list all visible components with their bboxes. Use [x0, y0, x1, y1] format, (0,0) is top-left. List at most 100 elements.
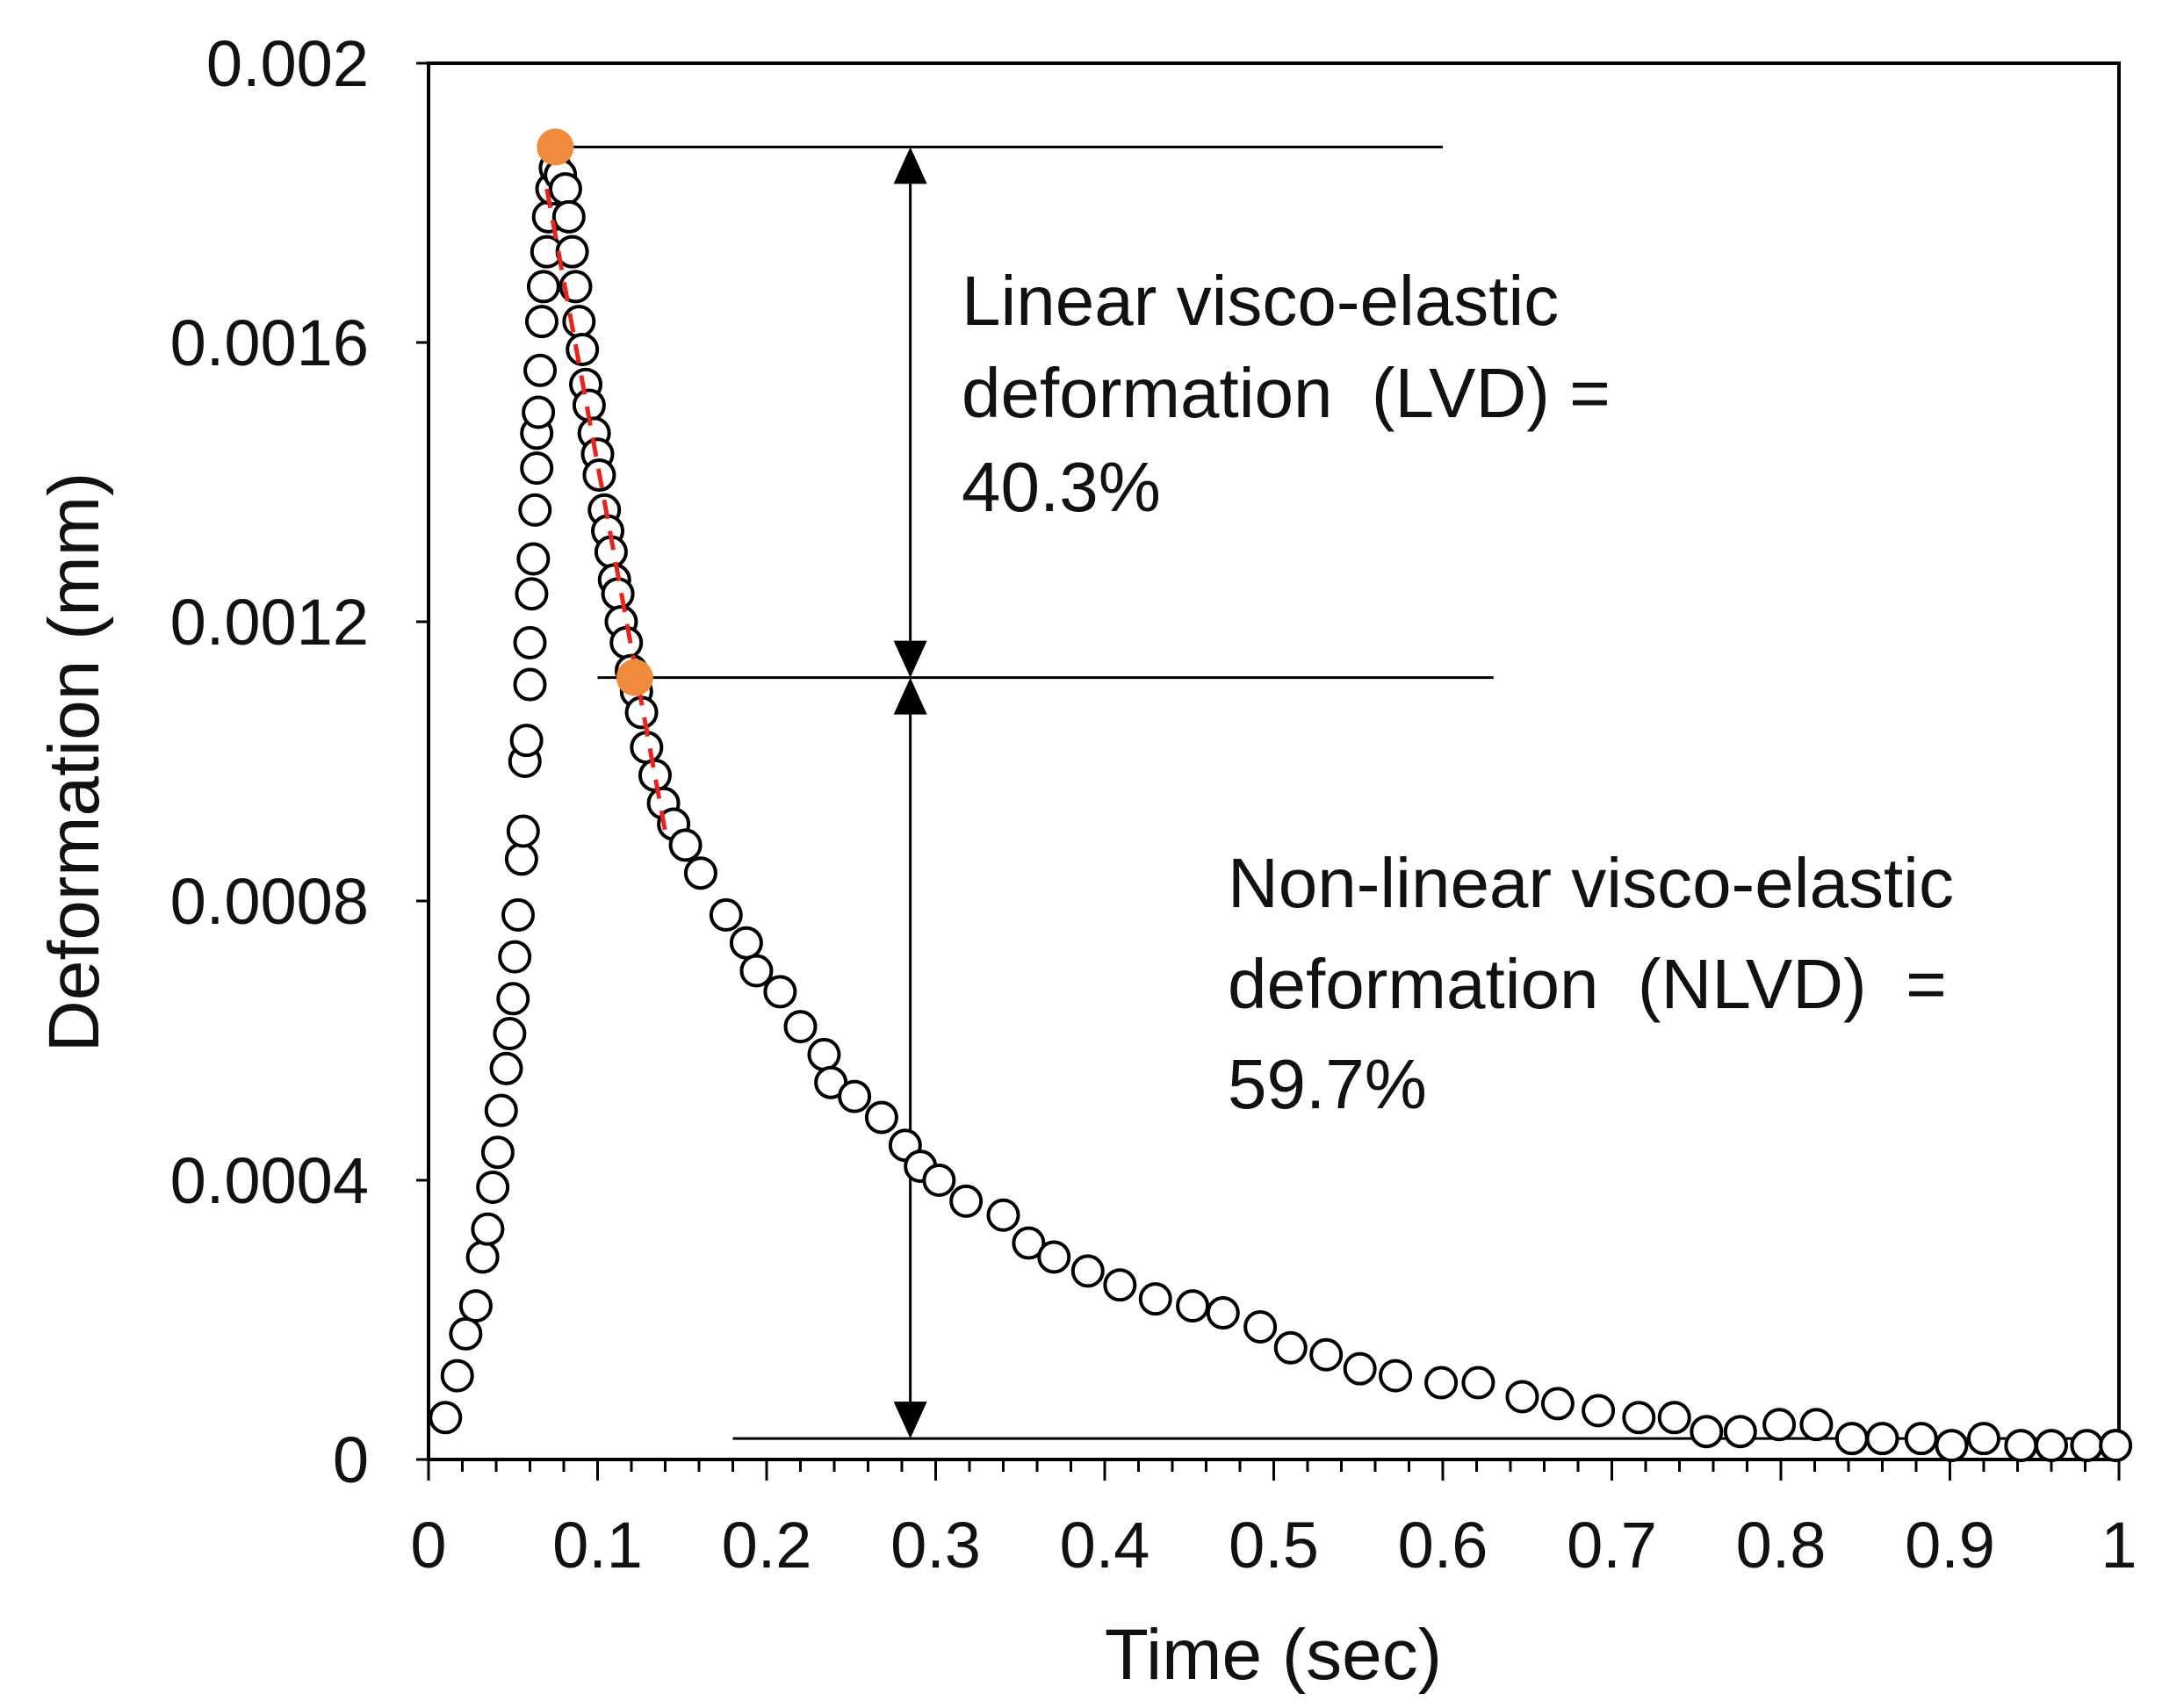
data-points — [429, 151, 2133, 1463]
data-point — [807, 1037, 841, 1071]
data-point — [1690, 1415, 1724, 1449]
data-point — [1379, 1358, 1413, 1393]
data-point — [484, 1093, 518, 1128]
data-point — [709, 897, 743, 932]
dimension-arrows — [893, 147, 927, 1439]
data-point — [471, 1212, 505, 1246]
nlvd-annotation: Non-linear visco-elastic deformation (NL… — [1228, 844, 1973, 1123]
data-point — [1012, 1226, 1046, 1260]
y-tick-label: 0.0016 — [170, 306, 369, 379]
data-point — [1762, 1408, 1797, 1442]
data-point — [838, 1079, 872, 1113]
data-point — [562, 305, 596, 339]
data-point — [630, 731, 664, 765]
y-axis-ticks: 0 0.0004 0.0008 0.0012 0.0016 0.002 — [170, 27, 429, 1496]
data-point — [1834, 1422, 1869, 1456]
x-axis-title: Time (sec) — [1105, 1615, 1442, 1695]
data-point — [1904, 1422, 1938, 1456]
x-axis-ticks: 0 0.1 0.2 0.3 0.4 0.5 0.6 0.7 0.8 0.9 1 — [410, 1459, 2137, 1582]
data-point — [739, 954, 774, 988]
arrow-head-down — [893, 1402, 927, 1439]
data-point — [506, 814, 540, 848]
data-point — [515, 577, 549, 611]
data-point — [2004, 1429, 2038, 1463]
data-point — [1540, 1387, 1575, 1421]
data-point — [458, 1289, 493, 1323]
data-point — [504, 842, 538, 876]
data-point — [668, 828, 703, 862]
reference-lines — [555, 145, 2102, 1440]
y-tick-label: 0.0004 — [170, 1144, 369, 1217]
x-tick-label: 0.3 — [890, 1509, 981, 1582]
data-point — [516, 542, 551, 576]
data-point — [864, 1100, 898, 1135]
data-point — [683, 856, 717, 890]
data-point — [1505, 1380, 1539, 1414]
data-point — [449, 1316, 483, 1351]
data-point — [513, 625, 547, 659]
highlight-point — [616, 659, 653, 696]
data-point — [440, 1358, 474, 1393]
data-point — [763, 975, 797, 1009]
x-tick-label: 0.7 — [1567, 1509, 1657, 1582]
nlvd-annotation-line-3: 59.7% — [1228, 1045, 1427, 1123]
x-tick-label: 1 — [2101, 1509, 2137, 1582]
data-point — [1206, 1296, 1240, 1330]
y-tick-label: 0.0012 — [170, 586, 369, 659]
y-axis-title: Deformation (mm) — [34, 472, 114, 1053]
data-point — [922, 1164, 956, 1197]
arrow-head-up — [893, 147, 927, 184]
data-point — [1723, 1415, 1757, 1449]
data-point — [601, 577, 635, 611]
highlight-point — [537, 128, 574, 166]
x-tick-label: 0.5 — [1229, 1509, 1319, 1582]
fit-line-layer — [544, 188, 667, 832]
x-tick-label: 0.4 — [1060, 1509, 1150, 1582]
data-point — [1343, 1351, 1377, 1386]
data-point — [1865, 1422, 1899, 1456]
data-point — [1243, 1309, 1278, 1344]
x-tick-label: 0.9 — [1905, 1509, 1995, 1582]
data-point — [524, 305, 559, 339]
data-point — [1424, 1366, 1459, 1400]
fit-line — [544, 188, 667, 832]
x-tick-label: 0.2 — [722, 1509, 812, 1582]
arrow-head-up — [893, 677, 927, 715]
data-point — [498, 940, 532, 974]
data-point — [1657, 1401, 1691, 1435]
data-point — [501, 897, 536, 932]
data-point — [518, 493, 552, 527]
data-point — [526, 270, 560, 304]
data-point — [1582, 1394, 1616, 1428]
data-point — [729, 926, 763, 960]
nlvd-annotation-line-1: Non-linear visco-elastic — [1228, 844, 1954, 922]
data-point — [523, 353, 558, 387]
x-tick-label: 0.6 — [1398, 1509, 1488, 1582]
data-point — [1273, 1330, 1308, 1365]
data-point — [986, 1198, 1020, 1232]
data-point — [1309, 1337, 1344, 1372]
y-tick-label: 0 — [333, 1423, 369, 1496]
data-point — [1176, 1289, 1210, 1323]
data-point — [522, 395, 556, 429]
data-point — [2070, 1429, 2104, 1463]
data-point — [1967, 1422, 2000, 1456]
data-point — [476, 1170, 510, 1204]
data-point — [566, 332, 600, 366]
lvd-annotation-line-3: 40.3% — [962, 448, 1161, 526]
y-tick-label: 0.0008 — [170, 865, 369, 938]
data-point — [1037, 1240, 1071, 1274]
data-point — [489, 1051, 523, 1085]
data-point — [1622, 1401, 1656, 1435]
nlvd-annotation-line-2: deformation (NLVD) = — [1228, 945, 1947, 1023]
data-point — [949, 1184, 984, 1218]
data-point — [1461, 1366, 1495, 1400]
lvd-annotation: Linear visco-elastic deformation (LVD) =… — [962, 262, 1630, 526]
data-point — [429, 1401, 463, 1435]
highlight-points — [537, 128, 653, 696]
data-point — [1935, 1429, 1969, 1463]
x-tick-label: 0.8 — [1736, 1509, 1827, 1582]
data-point — [509, 724, 544, 758]
arrow-head-down — [893, 640, 927, 678]
